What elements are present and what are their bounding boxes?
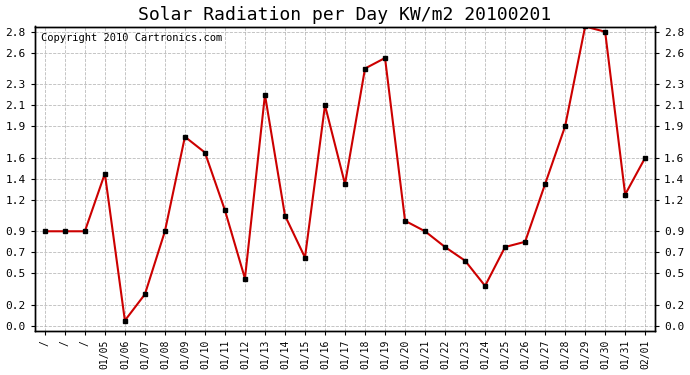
Title: Solar Radiation per Day KW/m2 20100201: Solar Radiation per Day KW/m2 20100201 bbox=[139, 6, 551, 24]
Text: Copyright 2010 Cartronics.com: Copyright 2010 Cartronics.com bbox=[41, 33, 222, 43]
